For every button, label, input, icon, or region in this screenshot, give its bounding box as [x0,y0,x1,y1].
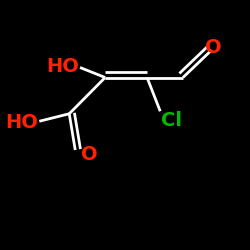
Text: HO: HO [5,113,38,132]
Text: Cl: Cl [162,110,182,130]
Text: O: O [81,146,98,165]
Text: HO: HO [46,57,79,76]
Text: O: O [204,38,221,57]
